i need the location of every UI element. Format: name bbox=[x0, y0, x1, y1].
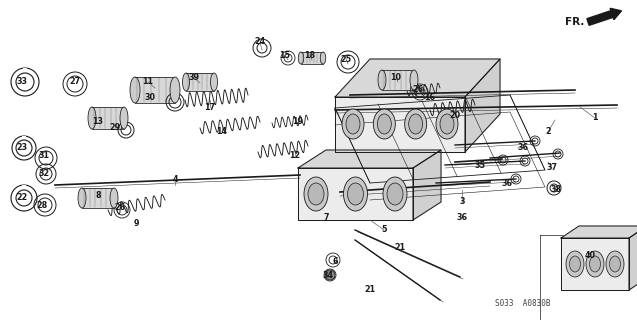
Text: 6: 6 bbox=[333, 258, 338, 267]
Text: 9: 9 bbox=[133, 220, 139, 228]
Ellipse shape bbox=[589, 256, 601, 272]
Ellipse shape bbox=[387, 183, 403, 205]
Ellipse shape bbox=[320, 52, 326, 64]
Polygon shape bbox=[561, 226, 637, 238]
Text: 28: 28 bbox=[36, 201, 48, 210]
Text: 2: 2 bbox=[545, 127, 551, 137]
Text: 17: 17 bbox=[204, 102, 215, 111]
Bar bbox=[82, 188, 114, 208]
Text: 35: 35 bbox=[475, 161, 485, 170]
Text: 4: 4 bbox=[172, 175, 178, 185]
Bar bbox=[135, 77, 175, 103]
Text: 20: 20 bbox=[450, 110, 461, 119]
Ellipse shape bbox=[383, 177, 407, 211]
Text: 22: 22 bbox=[17, 194, 27, 203]
Ellipse shape bbox=[410, 70, 418, 90]
Bar bbox=[92, 107, 124, 129]
Ellipse shape bbox=[304, 177, 328, 211]
Polygon shape bbox=[465, 59, 500, 152]
Ellipse shape bbox=[606, 251, 624, 277]
Text: 39: 39 bbox=[189, 74, 199, 83]
Text: 31: 31 bbox=[38, 150, 50, 159]
Text: 5: 5 bbox=[382, 226, 387, 235]
Ellipse shape bbox=[440, 114, 454, 134]
Text: 12: 12 bbox=[289, 150, 301, 159]
Ellipse shape bbox=[346, 114, 360, 134]
Polygon shape bbox=[335, 97, 465, 152]
Ellipse shape bbox=[373, 109, 396, 139]
Text: 25: 25 bbox=[340, 54, 352, 63]
Text: 8: 8 bbox=[95, 191, 101, 201]
Text: 14: 14 bbox=[217, 127, 227, 137]
Ellipse shape bbox=[78, 188, 86, 208]
Text: 36: 36 bbox=[501, 179, 513, 188]
Bar bbox=[382, 70, 414, 90]
Text: 40: 40 bbox=[585, 251, 596, 260]
Text: 7: 7 bbox=[323, 213, 329, 222]
Text: 1: 1 bbox=[592, 114, 598, 123]
Ellipse shape bbox=[586, 251, 604, 277]
Ellipse shape bbox=[436, 109, 458, 139]
Text: 21: 21 bbox=[364, 285, 376, 294]
Text: 26: 26 bbox=[412, 84, 424, 93]
Polygon shape bbox=[298, 168, 413, 220]
Text: 15: 15 bbox=[280, 51, 290, 60]
Ellipse shape bbox=[298, 52, 304, 64]
Polygon shape bbox=[561, 238, 629, 290]
Ellipse shape bbox=[377, 114, 391, 134]
Text: 3: 3 bbox=[459, 197, 465, 206]
Ellipse shape bbox=[210, 73, 217, 91]
Text: 18: 18 bbox=[304, 51, 315, 60]
Ellipse shape bbox=[182, 73, 189, 91]
Text: 36: 36 bbox=[457, 213, 468, 222]
Text: 38: 38 bbox=[550, 185, 562, 194]
Text: 27: 27 bbox=[69, 77, 80, 86]
Polygon shape bbox=[335, 59, 500, 97]
Ellipse shape bbox=[378, 70, 386, 90]
Polygon shape bbox=[298, 150, 441, 168]
Ellipse shape bbox=[110, 188, 118, 208]
Ellipse shape bbox=[566, 251, 584, 277]
Text: 26: 26 bbox=[115, 204, 125, 212]
Text: 21: 21 bbox=[394, 244, 406, 252]
Ellipse shape bbox=[343, 177, 368, 211]
Text: 13: 13 bbox=[92, 117, 103, 126]
Ellipse shape bbox=[120, 107, 128, 129]
Ellipse shape bbox=[610, 256, 620, 272]
Text: 36: 36 bbox=[517, 142, 529, 151]
Text: 19: 19 bbox=[292, 117, 303, 126]
Text: FR.: FR. bbox=[564, 17, 584, 27]
Text: 33: 33 bbox=[17, 77, 27, 86]
Text: 10: 10 bbox=[390, 73, 401, 82]
Text: 24: 24 bbox=[254, 37, 266, 46]
Bar bbox=[186, 73, 214, 91]
Circle shape bbox=[325, 270, 335, 280]
Polygon shape bbox=[629, 226, 637, 290]
Ellipse shape bbox=[569, 256, 580, 272]
Text: 32: 32 bbox=[38, 170, 50, 179]
FancyArrow shape bbox=[587, 8, 622, 25]
Text: 29: 29 bbox=[110, 124, 120, 132]
Bar bbox=[301, 52, 323, 64]
Text: S033  A0830B: S033 A0830B bbox=[495, 299, 550, 308]
Text: 34: 34 bbox=[322, 271, 334, 281]
Ellipse shape bbox=[170, 77, 180, 103]
Ellipse shape bbox=[342, 109, 364, 139]
Ellipse shape bbox=[130, 77, 140, 103]
Ellipse shape bbox=[404, 109, 427, 139]
Text: 37: 37 bbox=[547, 164, 557, 172]
Ellipse shape bbox=[348, 183, 364, 205]
Text: 30: 30 bbox=[145, 93, 155, 102]
Ellipse shape bbox=[308, 183, 324, 205]
Ellipse shape bbox=[409, 114, 423, 134]
Polygon shape bbox=[413, 150, 441, 220]
Text: 16: 16 bbox=[424, 92, 436, 101]
Text: 23: 23 bbox=[17, 143, 27, 153]
Ellipse shape bbox=[88, 107, 96, 129]
Text: 11: 11 bbox=[143, 77, 154, 86]
